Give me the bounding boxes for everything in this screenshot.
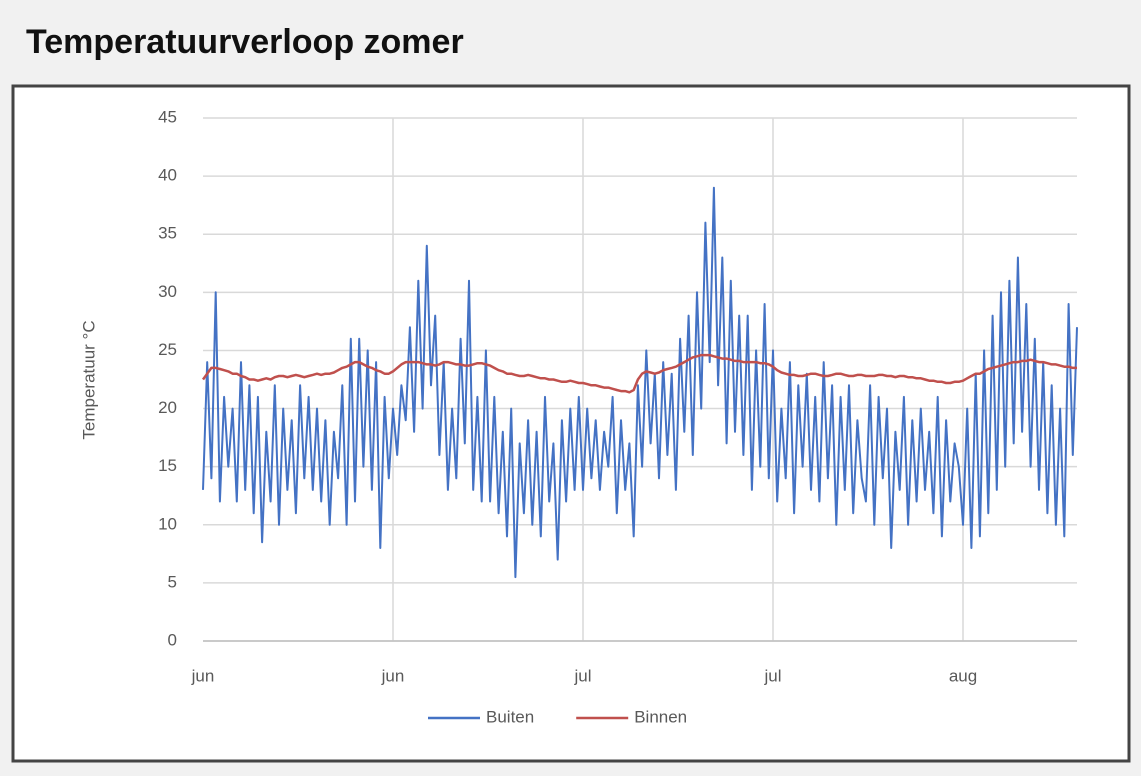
y-tick-label: 10 [158,514,177,533]
y-tick-label: 0 [168,630,177,649]
x-tick-label: aug [949,666,977,685]
y-tick-label: 45 [158,107,177,126]
y-tick-label: 25 [158,340,177,359]
y-tick-label: 35 [158,224,177,243]
y-tick-label: 15 [158,456,177,475]
x-tick-label: jul [573,666,591,685]
chart-title: Temperatuurverloop zomer [26,23,464,61]
y-axis-title: Temperatuur °C [79,320,98,439]
y-tick-label: 20 [158,398,177,417]
x-tick-label: jul [763,666,781,685]
y-tick-label: 40 [158,166,177,185]
y-tick-label: 30 [158,282,177,301]
x-tick-label: jun [381,666,405,685]
series-line [202,186,1078,579]
y-tick-label: 5 [168,572,177,591]
series-line [201,353,1077,394]
legend-label: Binnen [634,707,687,726]
x-tick-label: jun [191,666,215,685]
legend-label: Buiten [486,707,534,726]
